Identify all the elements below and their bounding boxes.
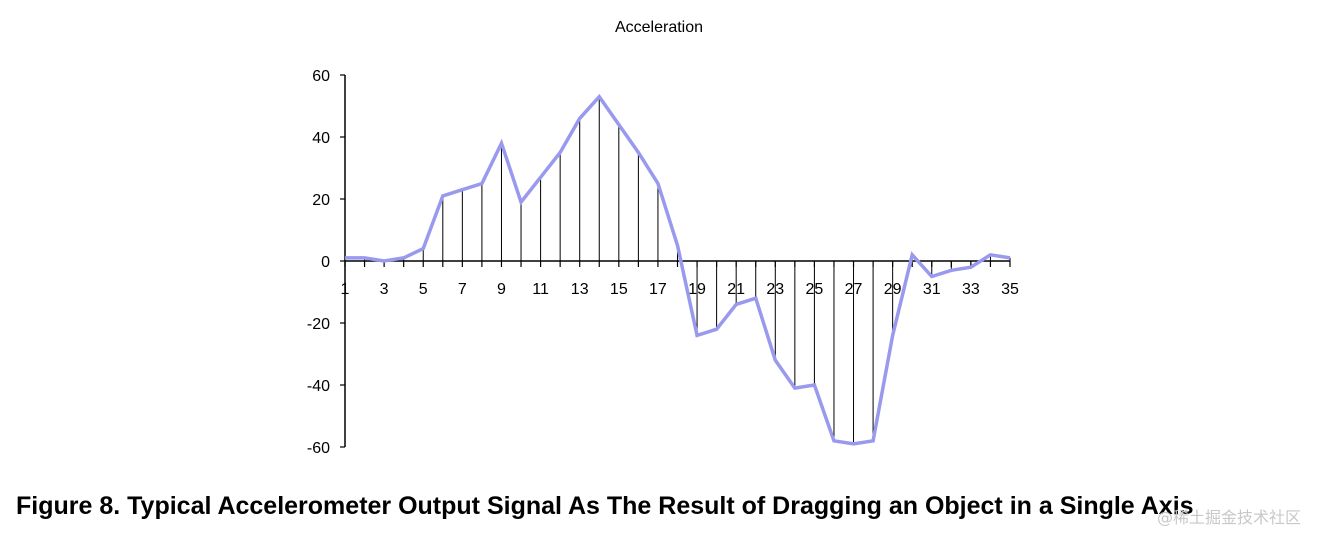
x-tick-label: 9: [497, 281, 506, 298]
x-tick-label: 1: [341, 281, 350, 298]
x-axis-ticks: 1 3 5 7 9 11 13 15 17 19 21 23 25 27 29 31 33 35: [341, 261, 1019, 298]
y-tick-label: -40: [307, 378, 330, 395]
y-tick-label: -20: [307, 316, 330, 333]
x-tick-label: 3: [380, 281, 389, 298]
x-tick-label: 7: [458, 281, 467, 298]
x-tick-label: 5: [419, 281, 428, 298]
drop-lines: [344, 96, 1011, 444]
x-tick-label: 11: [532, 281, 549, 298]
y-tick-label: -60: [307, 440, 330, 457]
x-tick-label: 25: [806, 281, 824, 298]
x-tick-label: 27: [845, 281, 863, 298]
y-tick-label: 0: [321, 254, 330, 271]
x-tick-label: 23: [766, 281, 784, 298]
watermark: @稀土掘金技术社区: [1156, 508, 1301, 527]
y-tick-label: 20: [312, 192, 330, 209]
acceleration-series-line: [345, 93, 1011, 446]
x-tick-label: 15: [610, 281, 628, 298]
y-tick-label: 40: [312, 130, 330, 147]
x-tick-label: 31: [923, 281, 941, 298]
x-tick-label: 13: [571, 281, 589, 298]
series-group: [345, 93, 1011, 446]
y-tick-label: 60: [312, 68, 330, 85]
chart-title: Acceleration: [615, 19, 703, 36]
x-tick-label: 17: [649, 281, 667, 298]
y-axis-ticks: 60 40 20 0 -20 -40 -60: [307, 68, 345, 457]
x-tick-label: 21: [727, 281, 745, 298]
x-tick-label: 29: [884, 281, 902, 298]
x-tick-label: 35: [1001, 281, 1019, 298]
x-tick-label: 33: [962, 281, 980, 298]
figure-caption: Figure 8. Typical Accelerometer Output S…: [16, 492, 1194, 520]
x-tick-label: 19: [688, 281, 706, 298]
